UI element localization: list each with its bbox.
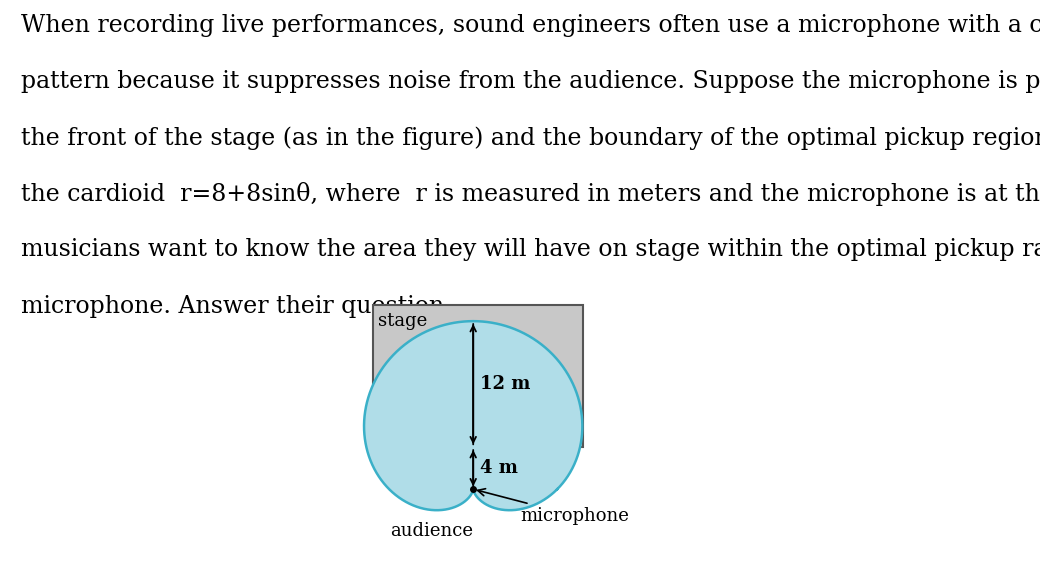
Text: pattern because it suppresses noise from the audience. Suppose the microphone is: pattern because it suppresses noise from… (21, 70, 1040, 93)
Text: stage: stage (378, 312, 426, 330)
Bar (373, 305, 583, 447)
Text: microphone: microphone (477, 489, 629, 525)
Text: microphone. Answer their question.: microphone. Answer their question. (21, 295, 451, 318)
Text: 4 m: 4 m (479, 459, 517, 477)
Text: musicians want to know the area they will have on stage within the optimal picku: musicians want to know the area they wil… (21, 238, 1040, 261)
Text: the front of the stage (as in the figure) and the boundary of the optimal pickup: the front of the stage (as in the figure… (21, 126, 1040, 150)
Text: 12 m: 12 m (479, 375, 529, 393)
Text: audience: audience (390, 522, 473, 540)
Text: the cardioid  r​=​8+8sinθ, where  r is measured in meters and the microphone is : the cardioid r​=​8+8sinθ, where r is mea… (21, 182, 1040, 206)
Polygon shape (364, 321, 582, 510)
Text: When recording live performances, sound engineers often use a microphone with a : When recording live performances, sound … (21, 14, 1040, 37)
